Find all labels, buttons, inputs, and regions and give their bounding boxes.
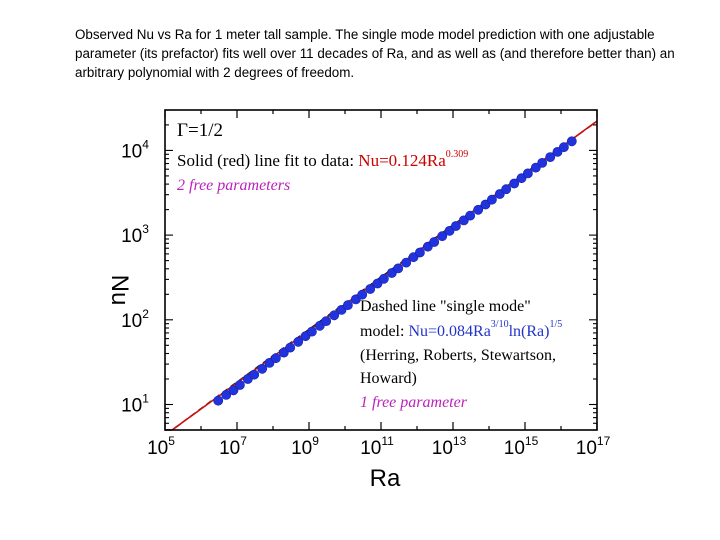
dashed-equation-b-exponent: 1/5 [549, 319, 562, 330]
x-tick-label: 1011 [360, 434, 394, 459]
data-point [437, 231, 448, 242]
data-point [501, 184, 512, 195]
x-axis-ticks: 105 107 109 1011 1013 1015 1017 [147, 110, 611, 459]
data-point [285, 342, 296, 353]
data-point [429, 237, 440, 247]
dashed-model-prefix: model: [360, 323, 408, 340]
data-point [293, 336, 304, 347]
dashed-line-model: model: Nu=0.084Ra3/10ln(Ra)1/5 [360, 319, 562, 340]
data-point [545, 152, 556, 162]
data-point [270, 353, 281, 364]
data-point [509, 178, 520, 189]
x-tick-label: 109 [291, 434, 319, 459]
data-points-layer [213, 136, 577, 406]
dashed-reference-line2: Howard) [360, 370, 417, 387]
x-tick-label: 1017 [576, 434, 611, 459]
solid-line-exponent: 0.309 [446, 149, 469, 160]
data-point [473, 204, 484, 215]
data-point [523, 168, 533, 179]
data-point [329, 310, 340, 321]
data-point [401, 257, 412, 268]
data-point [257, 363, 268, 374]
solid-free-params: 2 free parameters [177, 177, 290, 194]
solid-line-prefix: Solid (red) line fit to data: [177, 151, 358, 170]
data-point [249, 369, 260, 380]
dashed-equation-a-exponent: 3/10 [491, 319, 509, 330]
y-tick-label: 104 [121, 137, 149, 162]
x-axis-label: Ra [370, 465, 401, 492]
data-point [465, 210, 476, 221]
solid-line-equation: Nu=0.124Ra [358, 151, 446, 170]
data-point [378, 273, 389, 284]
gamma-annotation: Γ=1/2 [177, 120, 223, 141]
data-point [450, 221, 461, 231]
data-point [357, 289, 368, 300]
data-point [342, 300, 353, 310]
data-point [278, 347, 289, 358]
y-tick-label: 103 [121, 222, 149, 247]
data-point [306, 326, 317, 337]
data-point [321, 316, 332, 326]
data-point [221, 389, 232, 400]
data-point [393, 263, 404, 274]
x-tick-label: 107 [219, 434, 247, 459]
data-point [228, 385, 239, 396]
dashed-equation-a: Nu=0.084Ra [408, 323, 490, 340]
y-tick-label: 102 [121, 307, 149, 332]
data-point [414, 247, 425, 258]
data-point [213, 395, 224, 406]
data-point [486, 194, 497, 205]
y-tick-label: 101 [121, 392, 149, 417]
dashed-line-title: Dashed line "single mode" [360, 298, 531, 315]
y-axis-ticks: 101 102 103 104 [121, 109, 597, 431]
solid-line-annotation: Solid (red) line fit to data: Nu=0.124Ra… [177, 149, 468, 170]
data-point [537, 157, 548, 168]
figure-caption: Observed Nu vs Ra for 1 meter tall sampl… [75, 27, 675, 80]
y-axis-label: Nu [106, 275, 133, 306]
x-tick-label: 1015 [504, 434, 539, 459]
data-point [365, 284, 376, 294]
data-point [234, 380, 245, 390]
data-point [559, 142, 569, 153]
dashed-free-params: 1 free parameter [360, 394, 468, 411]
dashed-reference-line1: (Herring, Roberts, Stewartson, [360, 347, 556, 364]
data-point [566, 136, 577, 147]
x-tick-label: 1013 [432, 434, 467, 459]
x-tick-label: 105 [147, 434, 175, 459]
dashed-equation-b: ln(Ra) [509, 323, 550, 340]
